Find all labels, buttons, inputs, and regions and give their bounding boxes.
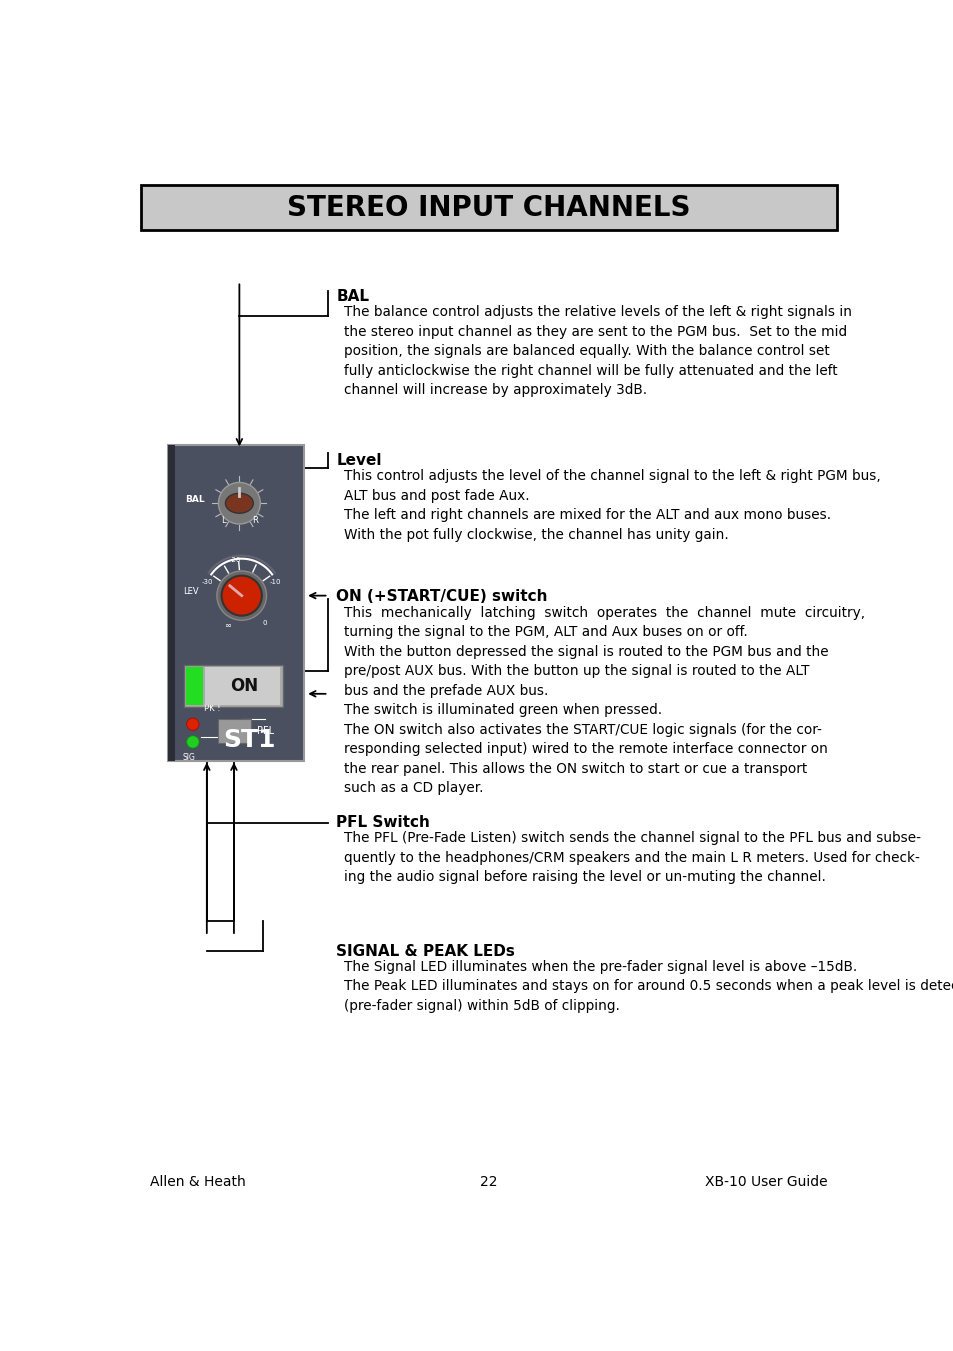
Circle shape (262, 561, 264, 563)
Text: PFL: PFL (257, 725, 274, 736)
Text: Level: Level (335, 453, 381, 469)
Text: The balance control adjusts the relative levels of the left & right signals in
t: The balance control adjusts the relative… (344, 305, 851, 397)
Circle shape (217, 562, 219, 565)
Circle shape (221, 576, 261, 616)
Circle shape (267, 565, 269, 566)
Bar (141, 185, 836, 230)
Circle shape (230, 555, 232, 558)
Text: R: R (252, 516, 257, 526)
Text: XB-10 User Guide: XB-10 User Guide (704, 1175, 827, 1189)
Bar (186, 667, 203, 705)
Circle shape (254, 557, 257, 559)
Text: The Signal LED illuminates when the pre-fader signal level is above –15dB.
The P: The Signal LED illuminates when the pre-… (344, 959, 953, 1013)
Text: ST1: ST1 (223, 728, 275, 751)
Text: LEV: LEV (183, 588, 199, 596)
Text: -20: -20 (230, 557, 241, 563)
Text: PFL Switch: PFL Switch (335, 815, 430, 830)
Circle shape (228, 557, 230, 559)
Text: STEREO INPUT CHANNELS: STEREO INPUT CHANNELS (287, 193, 690, 222)
Text: 0: 0 (262, 620, 267, 626)
Circle shape (256, 558, 259, 561)
Text: ∞: ∞ (224, 621, 231, 630)
Circle shape (208, 571, 210, 574)
Text: ON (+START/CUE) switch: ON (+START/CUE) switch (335, 589, 547, 604)
Circle shape (222, 559, 225, 561)
Circle shape (210, 569, 213, 570)
Circle shape (209, 570, 211, 573)
Text: 22: 22 (479, 1175, 497, 1189)
Circle shape (233, 555, 235, 558)
Circle shape (258, 559, 261, 561)
Text: BAL: BAL (335, 289, 369, 304)
Circle shape (253, 557, 255, 559)
Text: PK !: PK ! (204, 704, 221, 713)
Bar (183, 665, 282, 708)
Circle shape (243, 554, 246, 557)
Circle shape (237, 554, 239, 557)
Circle shape (224, 558, 226, 561)
Text: -30: -30 (202, 580, 213, 585)
Bar (168, 446, 174, 761)
Circle shape (239, 554, 242, 557)
Circle shape (213, 566, 214, 567)
Circle shape (271, 569, 274, 570)
Circle shape (213, 565, 216, 566)
Text: ON: ON (230, 677, 258, 696)
Ellipse shape (225, 493, 253, 513)
Text: SIG: SIG (182, 754, 195, 762)
Circle shape (268, 566, 271, 567)
Circle shape (218, 561, 221, 563)
Circle shape (249, 555, 252, 558)
Circle shape (232, 555, 233, 558)
Text: Allen & Heath: Allen & Heath (150, 1175, 246, 1189)
Circle shape (211, 567, 213, 569)
Circle shape (270, 567, 272, 569)
Circle shape (215, 563, 218, 565)
Text: -10: -10 (270, 580, 281, 585)
Text: This control adjusts the level of the channel signal to the left & right PGM bus: This control adjusts the level of the ch… (344, 469, 880, 542)
Circle shape (247, 555, 250, 558)
Text: SIGNAL & PEAK LEDs: SIGNAL & PEAK LEDs (335, 943, 515, 959)
Circle shape (220, 559, 223, 562)
Circle shape (251, 555, 253, 558)
Circle shape (245, 555, 248, 557)
Circle shape (187, 736, 199, 748)
Circle shape (235, 555, 237, 557)
Bar (205, 667, 280, 705)
Circle shape (216, 571, 266, 620)
Text: L: L (221, 516, 226, 526)
Text: The PFL (Pre-Fade Listen) switch sends the channel signal to the PFL bus and sub: The PFL (Pre-Fade Listen) switch sends t… (344, 831, 920, 884)
Text: This  mechanically  latching  switch  operates  the  channel  mute  circuitry,
t: This mechanically latching switch operat… (344, 605, 864, 794)
Circle shape (241, 554, 244, 557)
Bar (218, 719, 251, 743)
Circle shape (265, 563, 268, 565)
Circle shape (187, 719, 199, 731)
Circle shape (264, 562, 266, 565)
Circle shape (274, 571, 275, 574)
Bar (168, 446, 303, 761)
Circle shape (273, 570, 274, 573)
Circle shape (218, 482, 260, 524)
Circle shape (260, 559, 262, 562)
Circle shape (226, 557, 228, 559)
Text: BAL: BAL (185, 494, 205, 504)
